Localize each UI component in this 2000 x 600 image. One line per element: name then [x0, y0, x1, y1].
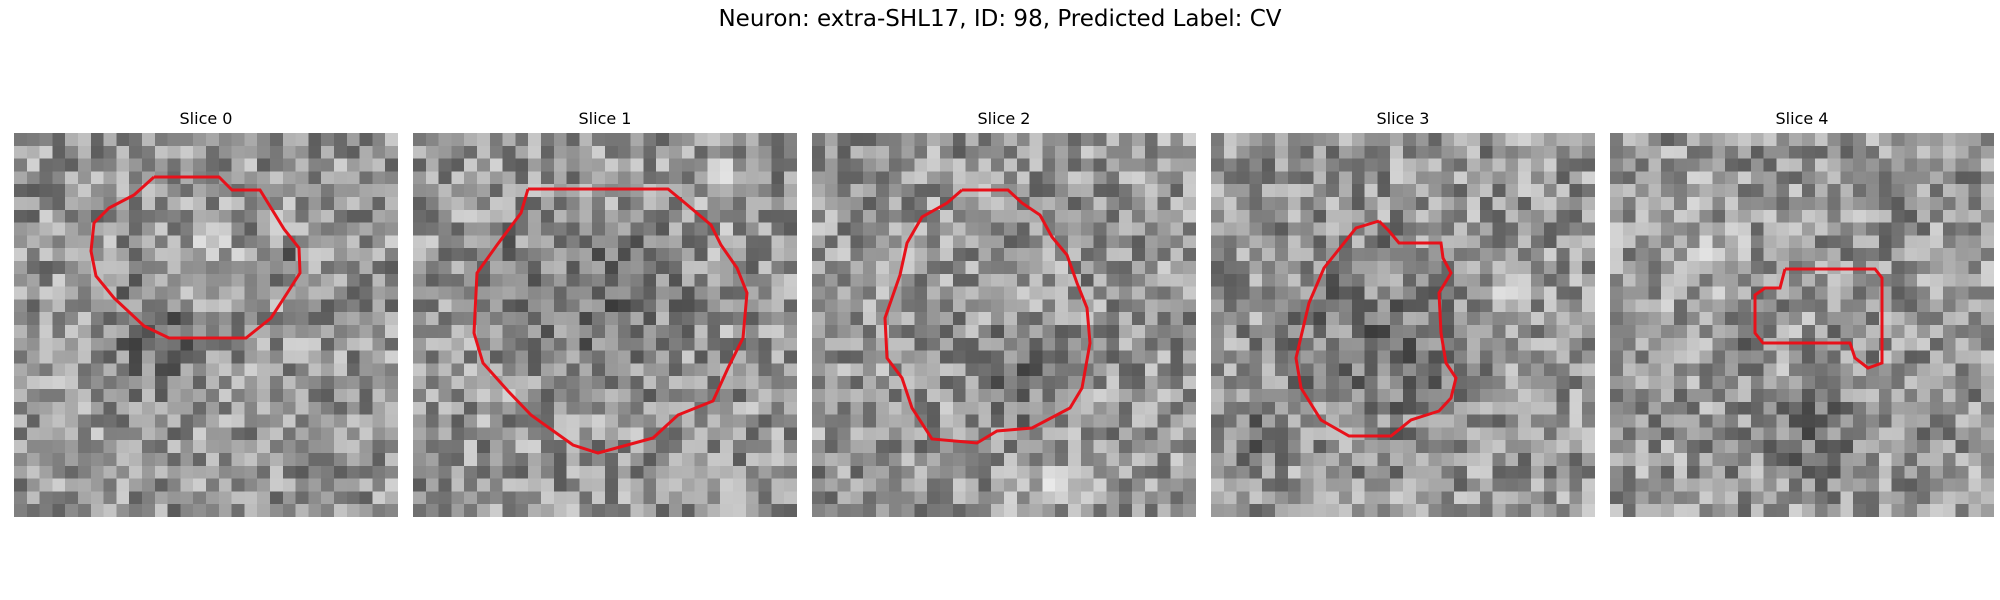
- segmentation-contour: [883, 188, 1092, 445]
- slice-panel-3: Slice 3: [1211, 108, 1595, 517]
- slice-title: Slice 0: [179, 109, 233, 128]
- segmentation-contour: [1294, 219, 1458, 438]
- slice-title: Slice 4: [1775, 109, 1829, 128]
- slice-title: Slice 2: [977, 109, 1031, 128]
- segmentation-contour: [472, 187, 749, 455]
- slice-title: Slice 1: [578, 109, 632, 128]
- slice-title: Slice 3: [1376, 109, 1430, 128]
- slice-image: [812, 133, 1196, 517]
- slice-image: [1610, 133, 1994, 517]
- slice-panel-1: Slice 1: [413, 108, 797, 517]
- slice-panel-2: Slice 2: [812, 108, 1196, 517]
- slice-panel-0: Slice 0: [14, 108, 398, 517]
- figure-title: Neuron: extra-SHL17, ID: 98, Predicted L…: [718, 6, 1282, 32]
- slice-image: [413, 133, 797, 517]
- slice-image: [1211, 133, 1595, 517]
- segmentation-contour: [1753, 267, 1884, 370]
- segmentation-contour: [89, 175, 302, 340]
- slice-image: [14, 133, 398, 517]
- slice-panel-4: Slice 4: [1610, 108, 1994, 517]
